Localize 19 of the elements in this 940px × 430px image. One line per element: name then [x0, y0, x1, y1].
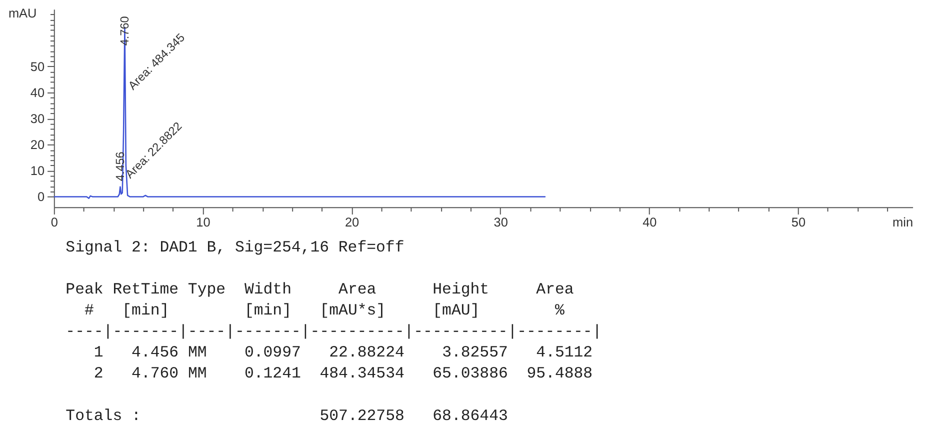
y-axis-title: mAU	[8, 5, 37, 20]
x-tick-label: 50	[791, 214, 806, 230]
x-axis-title: min	[892, 214, 914, 230]
x-tick-label: 30	[494, 214, 508, 230]
y-tick-label: 20	[30, 137, 45, 152]
x-tick-label: 20	[344, 214, 360, 230]
y-tick-label: 40	[30, 84, 45, 100]
y-tick-label: 10	[30, 163, 45, 178]
text: Signal 2: DAD1 B, Sig=254,16 Ref=off	[66, 238, 404, 256]
x-tick-label: 0	[50, 214, 58, 230]
y-tick-label: 50	[30, 58, 45, 74]
annotation: 4.760	[118, 16, 132, 46]
y-tick-label: 0	[38, 189, 45, 204]
text: Totals : 507.22758 68.86443	[66, 406, 508, 425]
annotation: 4.456	[114, 151, 128, 182]
x-tick-label: 40	[642, 214, 657, 230]
y-tick-label: 30	[30, 110, 45, 126]
text: Peak RetTime Type Width Area Height Area # [min] [min] [mAU*s] [mAU] % ----|-------|----|-------|----------|----------|--------| 1 4.456 MM 0.0997 22.88224 3.82557 4.5112 2 4.760 MM 0.1241 484.34534 65.03886 95.4888	[66, 280, 602, 383]
x-tick-label: 10	[196, 214, 210, 230]
